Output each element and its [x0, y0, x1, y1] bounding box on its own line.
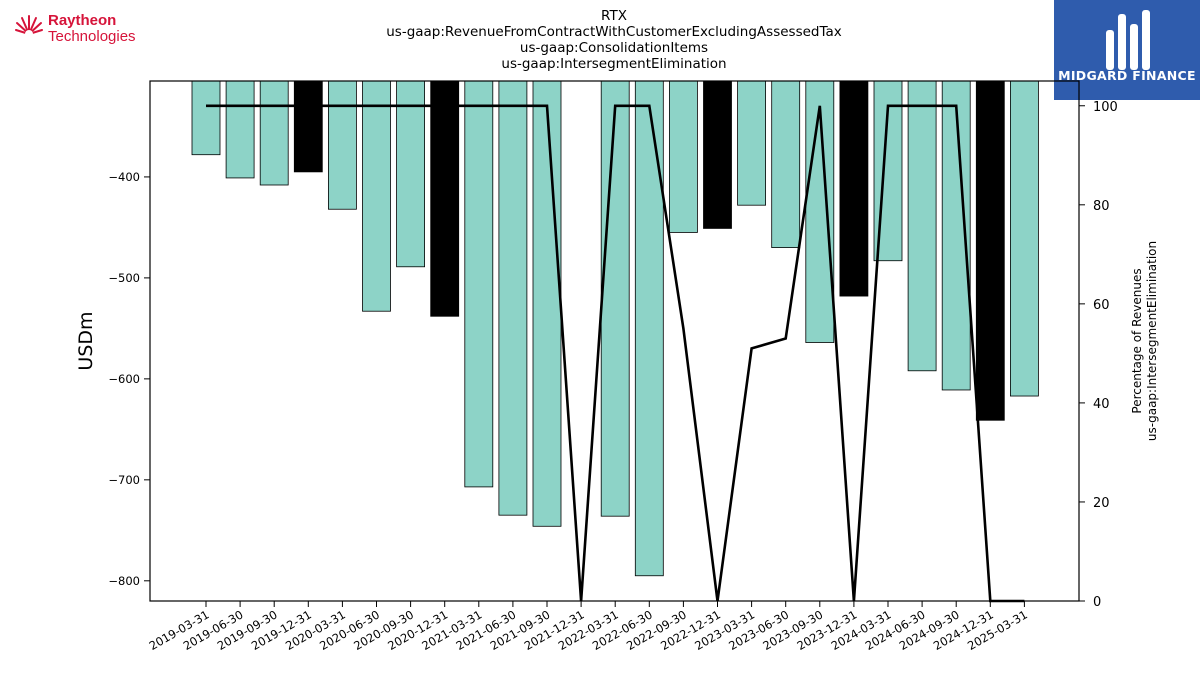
company-sub: Technologies: [48, 28, 136, 45]
y-right-tick-label: 80: [1093, 199, 1110, 214]
bar-2019-12-31: [293, 80, 323, 173]
bar-2019-06-30: [225, 80, 255, 179]
watermark-badge: MIDGARD FINANCE: [1054, 0, 1200, 100]
x-axis: 2019-03-312019-06-302019-09-302019-12-31…: [147, 601, 1030, 653]
y-right-tick-label: 60: [1093, 298, 1110, 313]
bar-2022-03-31: [600, 80, 630, 517]
y-left-tick-label: −400: [108, 170, 140, 184]
bar-2020-12-31: [430, 80, 460, 317]
title-line-3: us-gaap:ConsolidationItems: [520, 40, 708, 56]
y-axis-right: 0 20 40 60 80 100: [1079, 100, 1118, 610]
y-axis-label-right-line-1: Percentage of Revenues: [1130, 268, 1144, 413]
y-left-tick-label: −800: [108, 574, 140, 588]
sunburst-icon: [15, 15, 43, 38]
y-axis-label-left: USDm: [75, 311, 97, 370]
y-left-tick-label: −700: [108, 473, 140, 487]
y-axis-label-right: Percentage of Revenues us-gaap:Intersegm…: [1130, 241, 1159, 441]
bar-2023-03-31: [737, 80, 766, 206]
y-right-tick-label: 20: [1093, 496, 1110, 511]
line-series: [206, 104, 1025, 603]
watermark-name: MIDGARD FINANCE: [1058, 68, 1196, 83]
bar-2024-12-31: [975, 80, 1005, 421]
bar-2021-09-30: [532, 80, 562, 527]
bar-2020-09-30: [396, 80, 426, 268]
company-logo: Raytheon Technologies: [14, 12, 154, 46]
bar-2020-03-31: [327, 80, 357, 210]
bar-2025-03-31: [1010, 80, 1039, 397]
bar-2022-09-30: [669, 80, 698, 233]
y-left-tick-label: −500: [108, 271, 140, 285]
plot-frame: [149, 80, 1080, 602]
y-right-tick-label: 100: [1093, 100, 1118, 115]
bar-2020-06-30: [362, 80, 391, 312]
bar-2022-12-31: [703, 80, 732, 229]
title-line-1: RTX: [601, 8, 627, 24]
bar-2022-06-30: [634, 80, 664, 577]
midgard-logo-icon: [1106, 10, 1150, 70]
bar-2021-03-31: [464, 80, 494, 488]
y-axis-label-right-line-2: us-gaap:IntersegmentElimination: [1145, 241, 1159, 441]
company-name: Raytheon: [48, 12, 117, 29]
title-line-4: us-gaap:IntersegmentElimination: [501, 56, 726, 72]
y-right-tick-label: 0: [1093, 595, 1101, 610]
bar-2023-06-30: [771, 80, 801, 249]
bar-2019-03-31: [191, 80, 221, 156]
bar-2024-06-30: [907, 80, 937, 372]
y-axis-left: −400 −500 −600 −700 −800: [108, 170, 150, 588]
bars: [191, 80, 1039, 577]
chart-title: RTX us-gaap:RevenueFromContractWithCusto…: [386, 8, 842, 72]
line-percentage-of-revenues: [206, 104, 1025, 603]
title-line-2: us-gaap:RevenueFromContractWithCustomerE…: [386, 24, 842, 40]
y-right-tick-label: 40: [1093, 397, 1110, 412]
bar-2021-06-30: [498, 80, 528, 516]
bar-2019-09-30: [259, 80, 289, 186]
y-left-tick-label: −600: [108, 372, 140, 386]
bar-2023-12-31: [839, 80, 869, 297]
